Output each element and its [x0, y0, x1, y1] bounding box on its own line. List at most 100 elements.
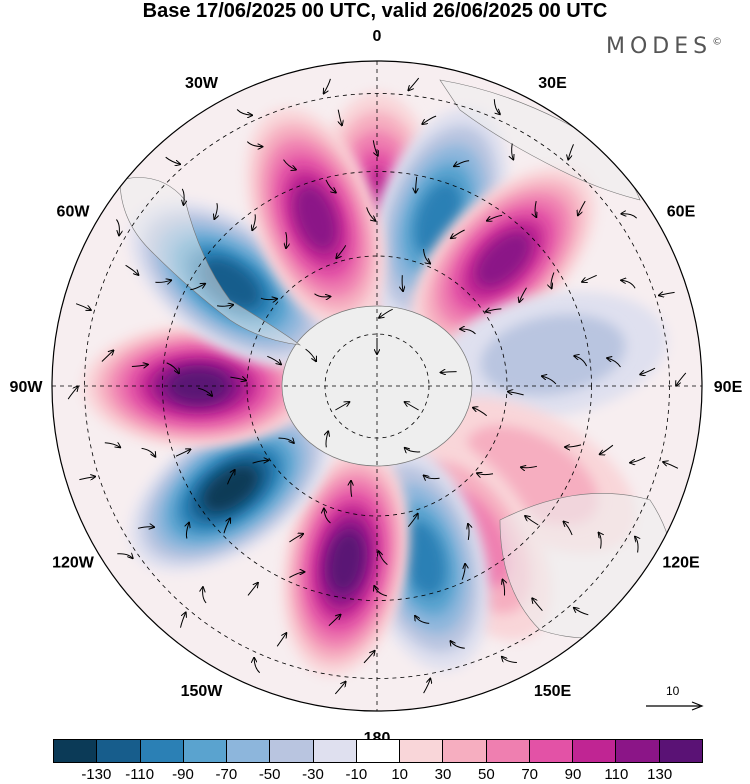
- wind-streamlines: [67, 77, 687, 695]
- colorbar-tick-label: 30: [434, 766, 452, 783]
- wind-arrow: [197, 387, 212, 396]
- wind-arrow: [363, 651, 375, 664]
- wind-arrow: [578, 200, 586, 215]
- colorbar-segment: [529, 740, 574, 762]
- wind-arrow: [325, 179, 336, 193]
- wind-arrow: [186, 523, 189, 539]
- colorbar-segment: [356, 740, 401, 762]
- wind-arrow: [408, 77, 420, 90]
- map-boundary: [51, 60, 703, 712]
- wind-arrow: [305, 348, 317, 361]
- wind-arrow: [223, 518, 230, 534]
- africa-outline: [439, 79, 641, 201]
- wind-arrow: [131, 365, 148, 367]
- wind-arrow: [101, 350, 114, 362]
- wind-arrow: [407, 514, 417, 528]
- wind-arrow: [415, 616, 430, 624]
- wind-arrow: [182, 188, 184, 205]
- wind-arrow: [424, 476, 440, 479]
- wind-arrow: [568, 144, 574, 159]
- wind-arrow: [246, 141, 262, 147]
- anomaly-blob: [282, 448, 410, 676]
- colorbar-segment: [270, 740, 314, 762]
- wind-arrow: [574, 356, 588, 367]
- wind-arrow: [532, 598, 543, 612]
- longitude-label: 60E: [667, 204, 696, 221]
- wind-arrow: [519, 287, 527, 302]
- wind-arrow: [574, 608, 589, 616]
- wind-arrow: [503, 580, 505, 596]
- wind-arrow: [180, 613, 186, 628]
- wind-arrow: [338, 109, 342, 126]
- wind-arrow: [335, 402, 349, 411]
- wind-arrow: [278, 438, 294, 443]
- wind-arrow: [582, 274, 597, 282]
- colorbar-tick-label: 130: [647, 766, 673, 783]
- colorbar-tick-label: 90: [564, 766, 582, 783]
- longitude-label: 150W: [181, 683, 224, 700]
- wind-arrow: [599, 533, 602, 549]
- wind-arrow: [405, 448, 421, 452]
- wind-arrow: [493, 99, 500, 114]
- wind-arrow: [473, 408, 488, 417]
- wind-arrow: [324, 78, 331, 94]
- anomaly-contour: [400, 520, 446, 597]
- wind-arrow: [441, 372, 457, 373]
- wind-arrow: [117, 554, 132, 558]
- wind-arrow: [276, 633, 286, 647]
- wind-arrow: [422, 115, 437, 124]
- anomaly-blob: [246, 107, 386, 329]
- wind-arrow: [635, 537, 638, 553]
- wind-arrow: [451, 229, 465, 238]
- colorbar-segment: [443, 740, 487, 762]
- wind-arrow: [460, 329, 476, 335]
- wind-arrow: [454, 160, 470, 167]
- colorbar: [53, 739, 703, 763]
- wind-arrow: [203, 587, 207, 604]
- colorbar-tick-label: 110: [604, 766, 629, 783]
- wind-arrow: [372, 140, 378, 155]
- wind-arrow: [254, 658, 261, 674]
- colorbar-ticks: -130 -110 -90 -70 -50 -30 -10 10 30 50 70 90 110 130: [53, 766, 703, 784]
- wind-arrow: [165, 156, 180, 164]
- longitude-label: 30E: [538, 75, 567, 92]
- longitude-label: 120E: [662, 555, 700, 572]
- wind-arrow: [227, 470, 235, 485]
- wind-arrow: [486, 309, 502, 312]
- wind-arrow: [521, 466, 538, 467]
- longitude-label: 90E: [714, 379, 743, 396]
- wind-arrow: [423, 248, 431, 264]
- wind-arrow: [512, 143, 514, 160]
- wind-arrow: [551, 272, 555, 289]
- colorbar-tick-label: 70: [521, 766, 538, 783]
- wind-arrow: [104, 443, 120, 448]
- colorbar-tick-label: -90: [172, 766, 194, 783]
- wind-arrow: [607, 358, 621, 368]
- wind-arrow: [137, 527, 154, 529]
- colorbar-segment: [486, 740, 530, 762]
- wind-arrow: [564, 522, 573, 536]
- brand-name: MODES: [606, 34, 713, 59]
- wind-arrow: [351, 481, 352, 497]
- anomaly-contour: [200, 258, 261, 309]
- colorbar-segment: [97, 740, 141, 762]
- longitude-label: 150E: [534, 683, 572, 700]
- longitude-label: 0: [373, 28, 382, 45]
- wind-arrow: [190, 284, 205, 291]
- longitude-label: 30W: [185, 75, 219, 92]
- wind-arrow: [115, 219, 119, 236]
- colorbar-tick-label: 10: [391, 766, 408, 783]
- wind-arrow: [79, 477, 95, 480]
- wind-arrow: [236, 109, 252, 116]
- wind-arrow: [286, 231, 287, 248]
- modes-logo: MODES©: [606, 34, 722, 59]
- wind-arrow: [451, 641, 465, 649]
- colorbar-segment: [227, 740, 271, 762]
- wind-arrow: [326, 431, 328, 448]
- colorbar-segment: [573, 740, 617, 762]
- wind-arrow: [502, 657, 517, 663]
- colorbar-segment: [313, 740, 357, 762]
- wind-arrow: [487, 214, 503, 220]
- wind-arrow: [141, 447, 156, 456]
- colorbar-tick-label: 50: [477, 766, 495, 783]
